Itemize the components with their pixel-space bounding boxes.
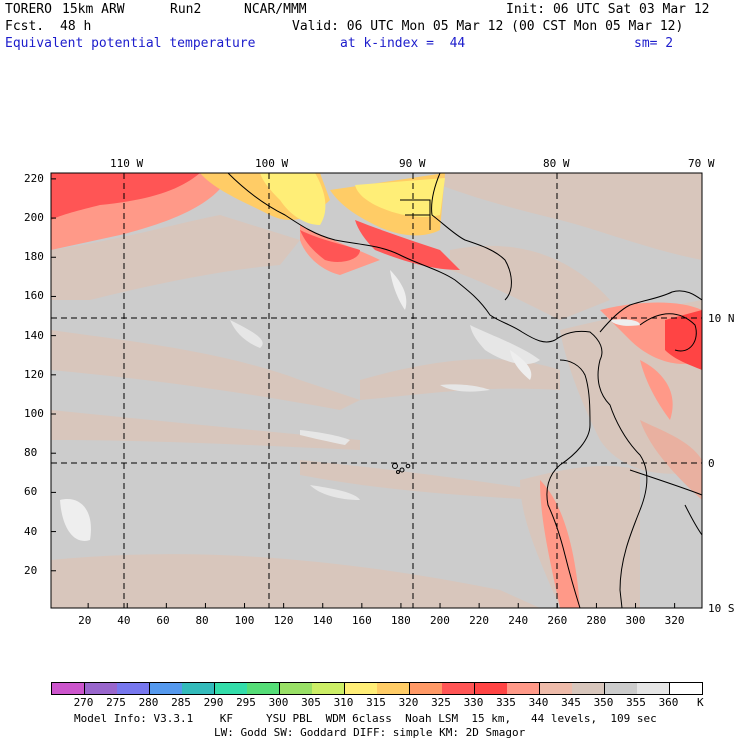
org-label: NCAR/MMM: [244, 2, 307, 17]
y-tick-label: 20: [24, 563, 38, 577]
colorbar-swatch: [344, 683, 378, 694]
field-title: Equivalent potential temperature: [5, 36, 256, 51]
lat-label-10n: 10 N: [708, 312, 735, 325]
colorbar: [51, 682, 703, 695]
init-time: Init: 06 UTC Sat 03 Mar 12: [506, 2, 710, 17]
map-frame: [50, 172, 703, 609]
x-tick-label: 160: [351, 614, 372, 627]
colorbar-label: 340: [528, 696, 549, 709]
colorbar-label: 280: [138, 696, 159, 709]
forecast-hour: 48 h: [60, 19, 92, 34]
colorbar-label: 275: [106, 696, 126, 709]
level-label: at k-index = 44: [340, 36, 466, 51]
y-tick-label: 200: [24, 211, 44, 225]
x-tick-label: 80: [195, 614, 209, 627]
y-tick-label: 40: [24, 524, 38, 538]
x-tick-label: 240: [508, 614, 529, 627]
x-tick-label: 200: [430, 614, 450, 627]
colorbar-swatch: [409, 683, 443, 694]
y-tick-label: 120: [24, 367, 44, 381]
colorbar-swatch: [377, 683, 410, 694]
graticule: [51, 173, 702, 608]
y-tick-label: 160: [24, 289, 44, 303]
colorbar-swatch: [572, 683, 605, 694]
colorbar-label: 305: [301, 696, 321, 709]
colorbar-label: 345: [561, 696, 581, 709]
colorbar-label: 360: [658, 696, 679, 709]
y-tick-label: 60: [24, 485, 38, 499]
colorbar-label: 350: [593, 696, 614, 709]
axis-ticks: [51, 178, 676, 608]
resolution-label: 15km ARW: [62, 2, 125, 17]
coastlines: [227, 173, 702, 608]
colorbar-swatch: [182, 683, 215, 694]
colorbar-label: 325: [431, 696, 451, 709]
x-tick-label: 260: [547, 614, 568, 627]
colorbar-label: 330: [463, 696, 484, 709]
colorbar-swatch: [442, 683, 475, 694]
x-tick-label: 140: [312, 614, 333, 627]
colorbar-label: 315: [366, 696, 386, 709]
colorbar-unit: K: [697, 696, 704, 709]
colorbar-swatch: [604, 683, 638, 694]
smoothing-label: sm= 2: [634, 36, 674, 51]
colorbar-swatch: [149, 683, 183, 694]
run-label: Run2: [170, 2, 202, 17]
colorbar-label: 285: [171, 696, 191, 709]
valid-time: Valid: 06 UTC Mon 05 Mar 12 (00 CST Mon …: [292, 19, 684, 34]
x-tick-label: 320: [664, 614, 685, 627]
model-info: Model Info: V3.3.1 KF YSU PBL WDM 6class…: [74, 712, 657, 725]
x-tick-label: 120: [273, 614, 294, 627]
colorbar-swatch: [312, 683, 345, 694]
colorbar-label: 290: [203, 696, 224, 709]
colorbar-swatch: [669, 683, 703, 694]
colorbar-swatch: [637, 683, 670, 694]
model-name: TORERO: [5, 2, 52, 17]
lat-label-0: 0: [708, 457, 715, 470]
lon-label-100w: 100 W: [255, 157, 289, 170]
lon-label-110w: 110 W: [110, 157, 144, 170]
y-tick-label: 80: [24, 446, 38, 460]
colorbar-swatch: [507, 683, 540, 694]
lon-label-80w: 80 W: [543, 157, 570, 170]
colorbar-swatch: [279, 683, 313, 694]
colorbar-swatch: [117, 683, 150, 694]
colorbar-swatch: [474, 683, 508, 694]
x-tick-label: 300: [625, 614, 646, 627]
x-tick-label: 220: [469, 614, 489, 627]
colorbar-label: 270: [73, 696, 94, 709]
lon-label-90w: 90 W: [399, 157, 426, 170]
colorbar-label: 320: [398, 696, 419, 709]
x-tick-label: 20: [78, 614, 92, 627]
colorbar-swatch: [247, 683, 280, 694]
y-tick-label: 140: [24, 328, 44, 342]
y-tick-label: 220: [24, 171, 44, 185]
lat-label-10s: 10 S: [708, 602, 735, 615]
forecast-label: Fcst.: [5, 19, 45, 34]
colorbar-label: 355: [626, 696, 646, 709]
colorbar-swatch: [539, 683, 573, 694]
physics-info: LW: Godd SW: Goddard DIFF: simple KM: 2D…: [214, 726, 526, 739]
x-tick-label: 100: [234, 614, 255, 627]
x-tick-label: 180: [390, 614, 411, 627]
y-tick-label: 100: [24, 407, 44, 420]
colorbar-label: 295: [236, 696, 256, 709]
theta-e-field: [51, 173, 702, 608]
colorbar-swatch: [84, 683, 118, 694]
lon-label-70w: 70 W: [688, 157, 715, 170]
colorbar-label: 300: [268, 696, 289, 709]
x-tick-label: 40: [117, 614, 131, 627]
colorbar-swatch: [52, 683, 85, 694]
colorbar-label: 335: [496, 696, 516, 709]
x-tick-label: 280: [586, 614, 607, 627]
galapagos-islands: [392, 463, 411, 474]
y-tick-label: 180: [24, 250, 44, 264]
colorbar-swatch: [214, 683, 248, 694]
x-tick-label: 60: [156, 614, 170, 627]
map-plot: [50, 172, 703, 609]
colorbar-label: 310: [333, 696, 354, 709]
